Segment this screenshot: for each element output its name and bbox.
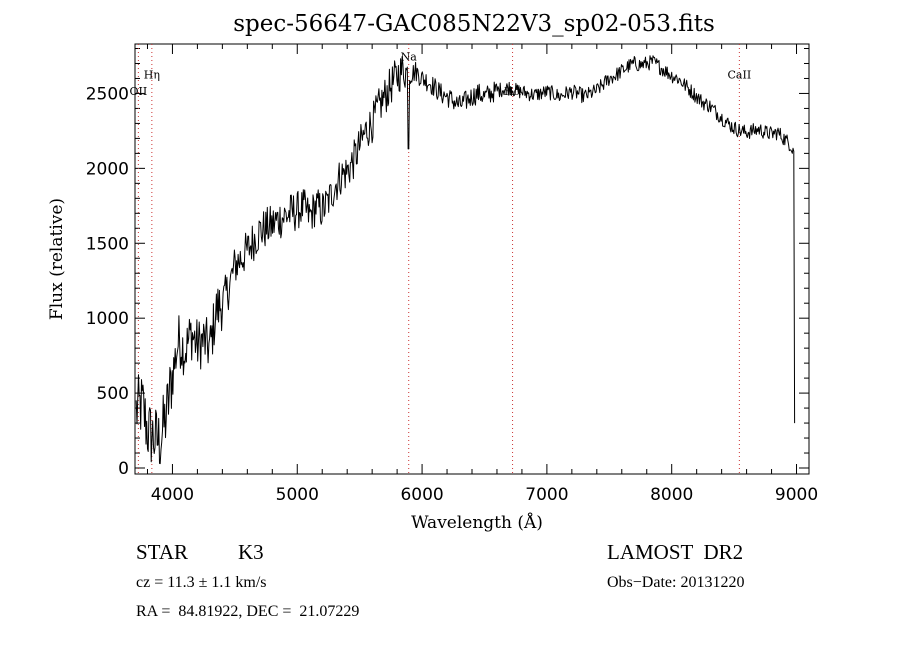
survey-label: LAMOST DR2	[607, 540, 744, 564]
spectral-line-label: Na	[401, 50, 418, 63]
y-tick-label: 1500	[86, 234, 129, 254]
object-type: STAR	[136, 540, 188, 564]
spectrum-line	[135, 55, 796, 465]
redshift-text: cz = 11.3 ± 1.1 km/s	[136, 574, 267, 591]
x-tick-label: 4000	[151, 485, 194, 505]
chart-title: spec-56647-GAC085N22V3_sp02-053.fits	[233, 11, 715, 37]
spectral-line-label: CaII	[728, 68, 752, 81]
y-tick-label: 500	[97, 384, 129, 404]
x-tick-label: 8000	[650, 485, 693, 505]
x-axis-label: Wavelength (Å)	[411, 512, 543, 533]
y-tick-label: 0	[118, 459, 129, 479]
x-tick-label: 6000	[400, 485, 443, 505]
x-tick-label: 5000	[276, 485, 319, 505]
y-axis-label: Flux (relative)	[47, 198, 67, 320]
spectral-line-label: OII	[130, 85, 148, 98]
y-tick-label: 2000	[86, 159, 129, 179]
object-subclass: K3	[238, 540, 264, 564]
obs-date-text: Obs−Date: 20131220	[607, 574, 745, 591]
x-tick-label: 9000	[775, 485, 818, 505]
coordinates-text: RA = 84.81922, DEC = 21.07229	[136, 603, 360, 620]
spectral-line-label: Hη	[144, 68, 160, 81]
y-tick-label: 1000	[86, 309, 129, 329]
y-tick-label: 2500	[86, 84, 129, 104]
x-tick-label: 7000	[525, 485, 568, 505]
